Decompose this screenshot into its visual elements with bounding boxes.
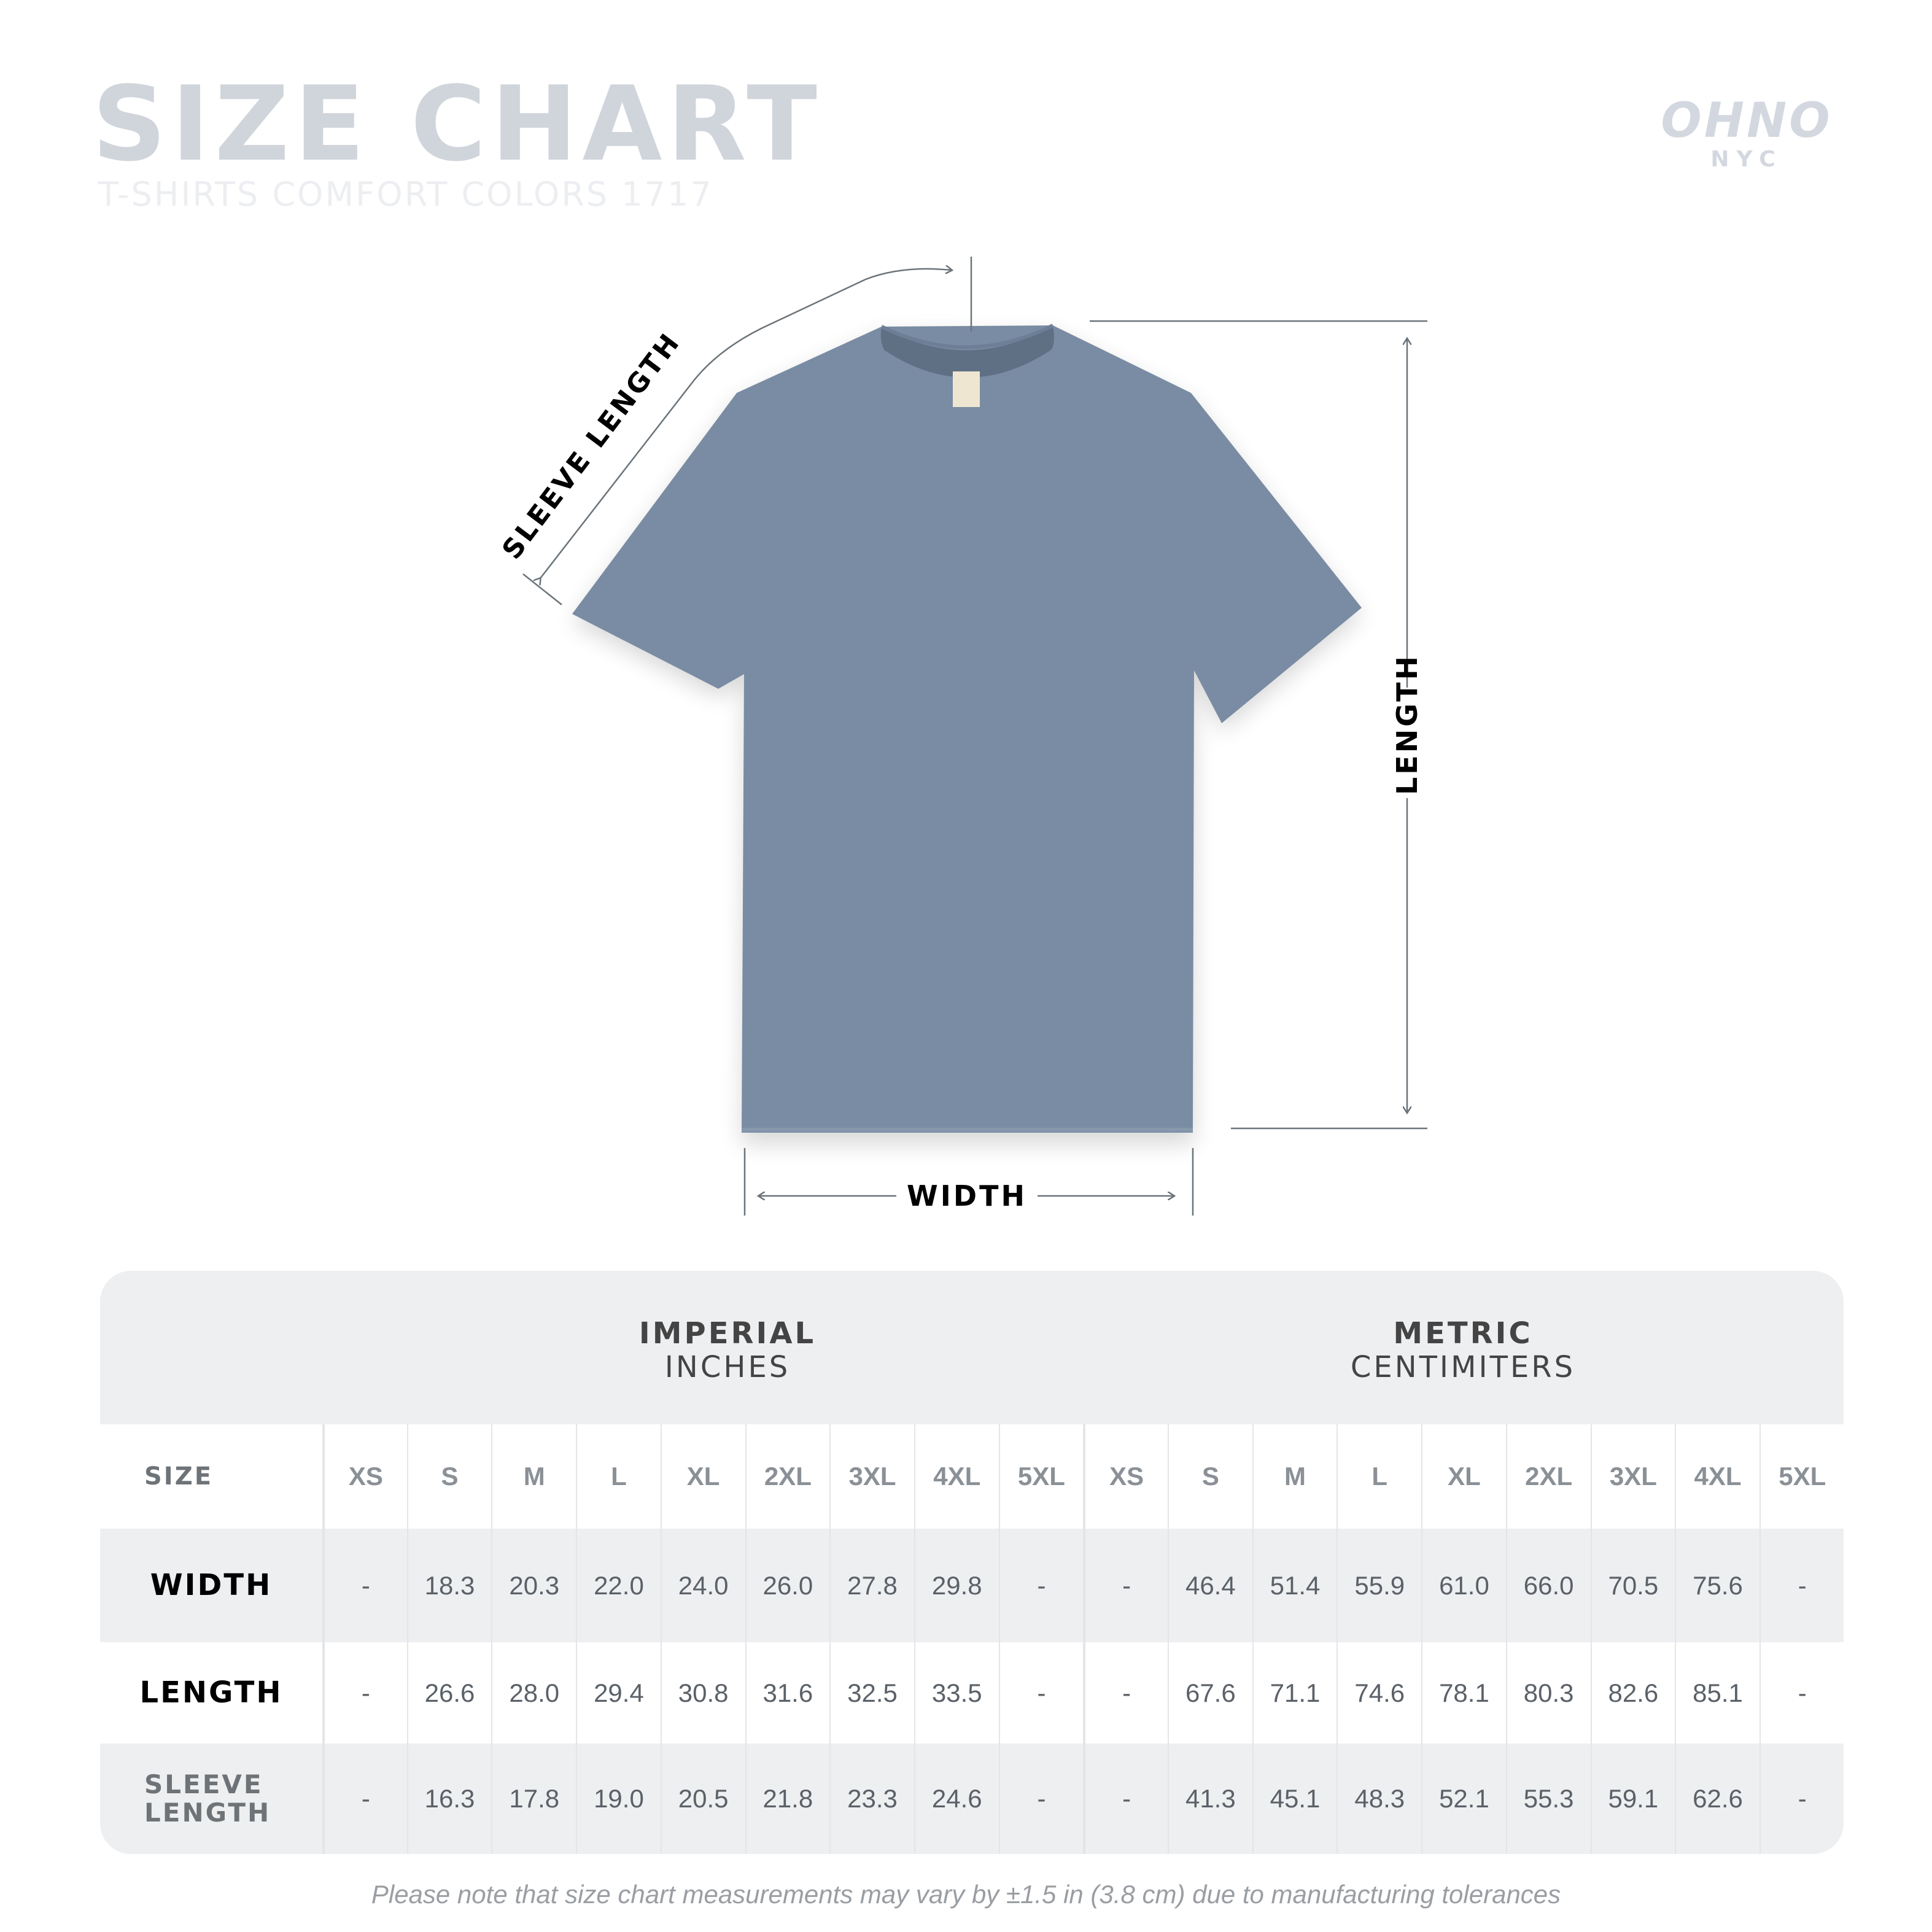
imperial-title: IMPERIAL <box>638 1316 817 1351</box>
brand-logo: OHNO <box>1661 93 1833 149</box>
metric-size-header: 3XL <box>1590 1424 1675 1529</box>
footnote: Please note that size chart measurements… <box>371 1880 1561 1909</box>
size-label: SIZE <box>144 1462 214 1491</box>
width-label: WIDTH <box>907 1179 1027 1212</box>
imperial-value-cell: - <box>998 1529 1084 1642</box>
imperial-value-cell: - <box>998 1744 1084 1854</box>
row-label: SLEEVE LENGTH <box>144 1769 271 1828</box>
page-title: SIZE CHART <box>92 64 822 184</box>
metric-value-cell: 70.5 <box>1590 1529 1675 1642</box>
imperial-size-header: S <box>406 1424 492 1529</box>
metric-unit: CENTIMITERS <box>1350 1350 1576 1385</box>
imperial-value-cell: 27.8 <box>829 1529 914 1642</box>
imperial-value-cell: 20.3 <box>491 1529 576 1642</box>
imperial-value-cell: 19.0 <box>576 1744 661 1854</box>
metric-size-header: 5XL <box>1759 1424 1844 1529</box>
page-subtitle: T-SHIRTS COMFORT COLORS 1717 <box>98 175 713 214</box>
metric-value-cell: 67.6 <box>1168 1642 1252 1744</box>
imperial-size-header: 2XL <box>745 1424 830 1529</box>
metric-size-header: 2XL <box>1505 1424 1591 1529</box>
imperial-value-cell: 26.0 <box>745 1529 830 1642</box>
metric-value-cell: - <box>1759 1529 1844 1642</box>
metric-value-cell: 74.6 <box>1336 1642 1421 1744</box>
imperial-value-cell: - <box>322 1529 407 1642</box>
table-row: SLEEVE LENGTH -16.3 17.8 19.0 20.5 21.8 23.3 24… <box>100 1744 1844 1854</box>
metric-size-header: S <box>1168 1424 1252 1529</box>
size-table: IMPERIAL INCHES METRIC CENTIMITERS SIZE X… <box>100 1271 1844 1854</box>
metric-size-header: XS <box>1083 1424 1168 1529</box>
imperial-value-cell: 32.5 <box>829 1642 914 1744</box>
metric-value-cell: - <box>1759 1744 1844 1854</box>
tshirt-shape <box>572 324 1362 1144</box>
metric-value-cell: 55.9 <box>1336 1529 1421 1642</box>
imperial-size-header: 3XL <box>829 1424 914 1529</box>
metric-title: METRIC <box>1393 1316 1533 1351</box>
metric-value-cell: 59.1 <box>1590 1744 1675 1854</box>
metric-value-cell: 52.1 <box>1421 1744 1506 1854</box>
metric-value-cell: 71.1 <box>1252 1642 1337 1744</box>
metric-value-cell: 41.3 <box>1168 1744 1252 1854</box>
imperial-size-header: XL <box>660 1424 745 1529</box>
row-label: LENGTH <box>139 1675 283 1710</box>
metric-value-cell: 62.6 <box>1675 1744 1759 1854</box>
metric-size-header: L <box>1336 1424 1421 1529</box>
imperial-unit: INCHES <box>664 1350 791 1385</box>
row-label: WIDTH <box>150 1568 273 1603</box>
neck-tag <box>953 371 980 407</box>
imperial-value-cell: - <box>322 1642 407 1744</box>
table-row: WIDTH -18.3 20.3 22.0 24.0 26.0 27.8 29.8- -46.4… <box>100 1529 1844 1642</box>
length-label: LENGTH <box>1391 654 1424 795</box>
metric-size-header: 4XL <box>1675 1424 1759 1529</box>
metric-value-cell: - <box>1083 1529 1168 1642</box>
metric-value-cell: 80.3 <box>1505 1642 1591 1744</box>
imperial-value-cell: 33.5 <box>914 1642 999 1744</box>
metric-value-cell: 45.1 <box>1252 1744 1337 1854</box>
metric-size-header: XL <box>1421 1424 1506 1529</box>
metric-value-cell: 48.3 <box>1336 1744 1421 1854</box>
metric-value-cell: 51.4 <box>1252 1529 1337 1642</box>
imperial-value-cell: 28.0 <box>491 1642 576 1744</box>
metric-value-cell: 82.6 <box>1590 1642 1675 1744</box>
imperial-size-header: L <box>576 1424 661 1529</box>
imperial-value-cell: 26.6 <box>406 1642 492 1744</box>
imperial-size-header: 4XL <box>914 1424 999 1529</box>
imperial-size-header: XS <box>322 1424 407 1529</box>
metric-size-header: M <box>1252 1424 1337 1529</box>
imperial-value-cell: 20.5 <box>660 1744 745 1854</box>
imperial-value-cell: 23.3 <box>829 1744 914 1854</box>
metric-value-cell: 46.4 <box>1168 1529 1252 1642</box>
measurement-lines <box>522 257 1427 1216</box>
imperial-value-cell: 29.8 <box>914 1529 999 1642</box>
metric-value-cell: 75.6 <box>1675 1529 1759 1642</box>
brand-logo-sub: NYC <box>1710 147 1783 172</box>
metric-value-cell: - <box>1083 1744 1168 1854</box>
imperial-value-cell: 21.8 <box>745 1744 830 1854</box>
imperial-value-cell: 31.6 <box>745 1642 830 1744</box>
imperial-header: IMPERIAL INCHES <box>543 1316 912 1385</box>
imperial-value-cell: 24.6 <box>914 1744 999 1854</box>
imperial-value-cell: 29.4 <box>576 1642 661 1744</box>
imperial-value-cell: 18.3 <box>406 1529 492 1642</box>
shirt-diagram: SLEEVE LENGTH LENGTH WIDTH <box>496 257 1427 1216</box>
metric-value-cell: - <box>1759 1642 1844 1744</box>
table-row: LENGTH -26.6 28.0 29.4 30.8 31.6 32.5 33.5- -67.… <box>100 1642 1844 1744</box>
metric-value-cell: 85.1 <box>1675 1642 1759 1744</box>
table-header-band: IMPERIAL INCHES METRIC CENTIMITERS <box>100 1271 1844 1424</box>
imperial-value-cell: - <box>322 1744 407 1854</box>
metric-value-cell: 55.3 <box>1505 1744 1591 1854</box>
imperial-value-cell: 24.0 <box>660 1529 745 1642</box>
imperial-value-cell: 22.0 <box>576 1529 661 1642</box>
metric-value-cell: 66.0 <box>1505 1529 1591 1642</box>
imperial-value-cell: 17.8 <box>491 1744 576 1854</box>
metric-value-cell: - <box>1083 1642 1168 1744</box>
metric-value-cell: 61.0 <box>1421 1529 1506 1642</box>
size-header-row: SIZE XS S M L XL 2XL 3XL 4XL 5XL XS S M L XL 2XL 3XL 4XL 5… <box>100 1424 1844 1529</box>
imperial-value-cell: - <box>998 1642 1084 1744</box>
metric-value-cell: 78.1 <box>1421 1642 1506 1744</box>
imperial-value-cell: 30.8 <box>660 1642 745 1744</box>
imperial-value-cell: 16.3 <box>406 1744 492 1854</box>
metric-header: METRIC CENTIMITERS <box>1279 1316 1647 1385</box>
imperial-size-header: M <box>491 1424 576 1529</box>
imperial-size-header: 5XL <box>998 1424 1084 1529</box>
